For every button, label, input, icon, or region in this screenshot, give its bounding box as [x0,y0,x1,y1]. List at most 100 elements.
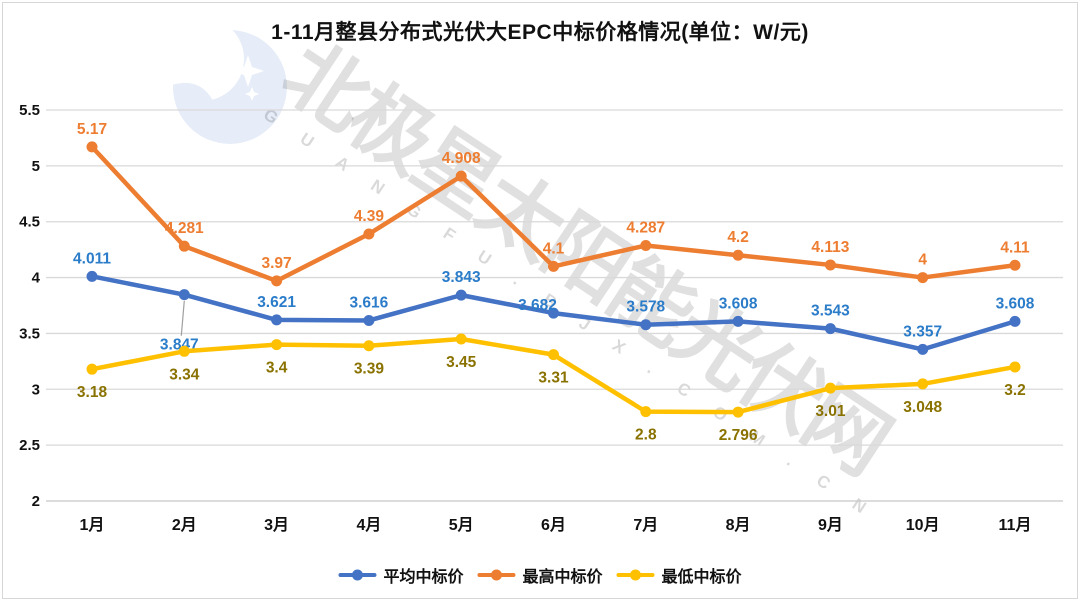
data-label-平均中标价-10月: 3.357 [903,323,942,340]
data-label-平均中标价-3月: 3.621 [257,294,296,311]
y-tick-label: 3.5 [19,325,40,342]
legend-dot-icon [630,569,642,581]
legend-marker-average [338,569,377,581]
x-tick-label: 1月 [80,516,105,534]
x-tick-label: 3月 [264,516,289,534]
data-label-最高中标价-11月: 4.11 [1000,239,1030,256]
data-point-最低中标价-4月 [363,340,375,352]
x-tick-label: 9月 [818,516,843,534]
data-label-最高中标价-10月: 4 [918,252,927,269]
y-tick-label: 4.5 [19,214,40,231]
data-point-最高中标价-3月 [271,275,283,287]
data-label-最高中标价-7月: 4.287 [626,220,665,237]
data-label-最高中标价-3月: 3.97 [262,255,292,272]
data-label-平均中标价-5月: 3.843 [442,269,481,286]
data-label-平均中标价-4月: 3.616 [350,294,389,311]
x-tick-label: 4月 [356,516,381,534]
data-label-最低中标价-1月: 3.18 [77,384,108,401]
x-tick-label: 5月 [449,516,474,534]
data-point-平均中标价-4月 [363,314,375,326]
data-point-最高中标价-10月 [917,272,929,284]
data-point-平均中标价-7月 [640,319,652,331]
data-label-最高中标价-6月: 4.1 [543,240,565,257]
data-point-最低中标价-1月 [86,363,98,375]
data-label-最高中标价-4月: 4.39 [354,208,385,225]
x-tick-label: 10月 [906,516,940,534]
x-tick-label: 2月 [172,516,197,534]
data-label-平均中标价-8月: 3.608 [719,295,758,312]
data-point-最高中标价-7月 [640,240,652,252]
data-point-最高中标价-5月 [455,170,467,182]
data-point-最低中标价-10月 [917,378,929,390]
data-point-最低中标价-7月 [640,406,652,418]
data-point-最高中标价-6月 [548,260,559,272]
data-label-最低中标价-2月: 3.34 [169,366,200,383]
data-label-最高中标价-2月: 4.281 [165,220,204,237]
logo-star-small [215,57,233,75]
series-line-最高中标价 [89,144,1018,284]
data-point-最低中标价-9月 [824,382,836,394]
legend-label-lowest: 最低中标价 [661,569,742,586]
legend-label-highest: 最高中标价 [522,569,603,586]
data-label-最低中标价-5月: 3.45 [446,354,477,371]
data-label-最低中标价-3月: 3.4 [266,360,288,377]
y-tick-label: 2 [32,493,40,510]
chart-title: 1-11月整县分布式光伏大EPC中标价格情况(单位：W/元) [271,21,809,44]
y-tick-label: 2.5 [19,437,40,454]
data-label-平均中标价-7月: 3.578 [626,299,665,316]
data-label-最低中标价-9月: 3.01 [815,403,846,420]
data-point-最低中标价-3月 [271,339,283,351]
moon-stars-logo [173,30,287,144]
data-label-最高中标价-5月: 4.908 [442,150,481,167]
legend-marker-lowest [616,569,655,581]
x-tick-label: 11月 [999,516,1032,534]
legend-label-average: 平均中标价 [383,569,464,586]
data-point-平均中标价-10月 [917,343,929,355]
logo-star-large [232,55,264,87]
y-tick-label: 3 [32,381,40,398]
data-point-平均中标价-2月 [178,289,190,301]
legend-item-average: 平均中标价 [338,563,463,587]
data-point-最低中标价-11月 [1009,361,1021,373]
data-label-最高中标价-8月: 4.2 [727,229,749,246]
data-point-平均中标价-6月 [548,307,559,319]
data-label-最低中标价-4月: 3.39 [354,361,385,378]
data-point-最低中标价-6月 [548,349,559,361]
logo-star-tiny [245,87,259,101]
data-point-平均中标价-5月 [455,289,467,301]
data-point-平均中标价-11月 [1009,315,1021,327]
y-tick-label: 4 [32,270,41,287]
data-label-最高中标价-1月: 5.17 [77,121,107,138]
y-tick-label: 5 [32,158,40,175]
data-label-最低中标价-11月: 3.2 [1004,382,1026,399]
data-point-最高中标价-11月 [1009,259,1021,271]
data-label-最低中标价-8月: 2.796 [719,427,758,444]
x-tick-label: 8月 [726,516,751,534]
x-tick-label: 7月 [633,516,658,534]
data-point-最低中标价-8月 [732,406,744,418]
data-point-最低中标价-2月 [178,345,190,357]
data-point-平均中标价-8月 [732,315,744,327]
y-tick-label: 5.5 [19,102,40,119]
data-label-平均中标价-1月: 4.011 [73,250,111,267]
data-label-最低中标价-10月: 3.048 [903,399,942,416]
data-point-最高中标价-1月 [86,141,98,153]
data-point-最高中标价-9月 [824,259,836,271]
data-point-平均中标价-1月 [86,270,98,282]
legend-dot-icon [351,569,363,581]
data-label-最高中标价-9月: 4.113 [811,239,849,256]
data-point-最高中标价-4月 [363,228,375,240]
data-label-最低中标价-6月: 3.31 [538,370,569,387]
data-label-平均中标价-11月: 3.608 [996,295,1035,312]
legend-dot-icon [490,569,502,581]
data-label-最低中标价-7月: 2.8 [635,427,657,444]
data-point-最高中标价-8月 [732,249,744,261]
legend-item-highest: 最高中标价 [477,563,603,587]
label-leader-line [180,300,185,336]
data-point-最低中标价-5月 [455,333,467,345]
data-label-平均中标价-9月: 3.543 [811,303,850,320]
data-point-平均中标价-3月 [271,314,283,326]
data-label-平均中标价-6月: 3.682 [518,297,557,314]
legend-item-lowest: 最低中标价 [616,563,742,587]
